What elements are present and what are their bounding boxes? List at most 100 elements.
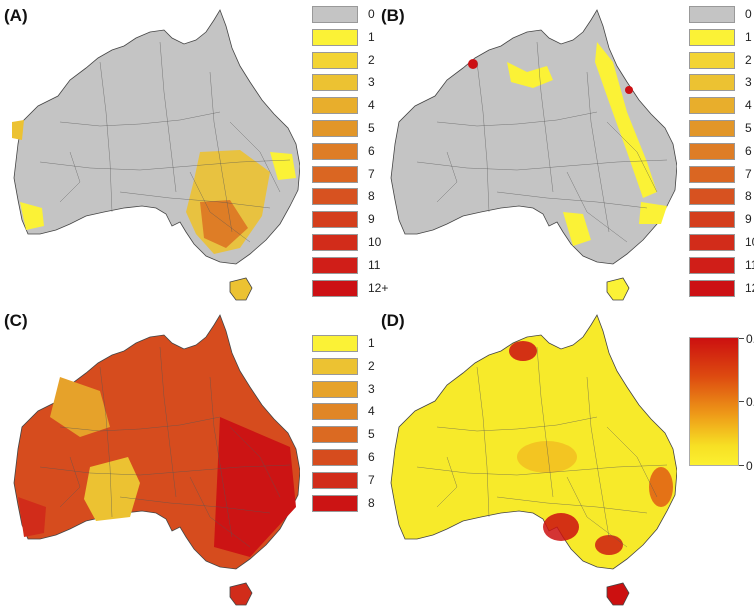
- legend-label: 2: [368, 52, 375, 67]
- region-border: [229, 426, 281, 498]
- legend-swatch: [312, 426, 358, 444]
- legend-swatch: [312, 97, 358, 115]
- legend-swatch: [312, 471, 358, 489]
- legend-label: 2: [368, 358, 375, 373]
- gradient-tick-mid: [739, 401, 744, 402]
- legend-label: 7: [368, 166, 375, 181]
- legend-swatch: [312, 165, 358, 183]
- queensland-strip: [595, 42, 657, 198]
- tasmania-shape: [606, 582, 630, 606]
- legend-swatch: [312, 234, 358, 251]
- panel-label-d: (D): [381, 311, 405, 330]
- gradient-label-top: 0.17: [746, 332, 754, 346]
- inland-warm-region: [517, 441, 577, 473]
- region-border: [436, 456, 458, 508]
- north-yellow-region: [507, 62, 553, 88]
- region-border: [59, 456, 81, 508]
- southwest-dark-region: [18, 497, 46, 537]
- legend-label: 6: [368, 450, 375, 464]
- region-border: [59, 151, 81, 203]
- panel-label-c: (C): [4, 311, 28, 330]
- legend-swatch: [312, 357, 358, 375]
- legend-label: 10: [745, 235, 754, 249]
- legend-label: 8: [368, 495, 375, 510]
- legend-label: 6: [745, 143, 752, 158]
- region-border: [99, 366, 113, 518]
- west-light-region: [50, 377, 110, 437]
- legend-label: 5: [745, 121, 752, 135]
- legend-swatch: [312, 403, 358, 421]
- region-border: [59, 111, 221, 127]
- region-border: [416, 464, 668, 476]
- region-border: [119, 496, 271, 514]
- legend-label: 1: [368, 29, 375, 44]
- legend-label: 10: [368, 235, 382, 249]
- legend-swatch: [689, 234, 735, 251]
- southeast-hotspot: [543, 513, 579, 541]
- region-border: [476, 366, 490, 518]
- region-border: [606, 121, 658, 193]
- gradient-bar: [689, 337, 739, 466]
- northwest-yellow-region: [12, 120, 24, 140]
- tasmania-shape: [229, 277, 253, 301]
- legend-label: 8: [745, 189, 752, 204]
- legend-swatch: [312, 28, 358, 46]
- victoria-hotspot: [595, 535, 623, 555]
- legend-label: 3: [368, 75, 375, 90]
- legend-swatch: [689, 279, 735, 297]
- region-border: [536, 41, 554, 193]
- legend-swatch: [312, 256, 358, 274]
- legend-label: 4: [368, 404, 375, 419]
- legend-swatch: [689, 51, 735, 69]
- panel-d: (D) 0.17 0.01 0: [377, 305, 754, 610]
- legend-label: 11: [745, 257, 754, 272]
- region-border: [39, 159, 291, 171]
- legend-label: 3: [368, 381, 375, 396]
- panel-b: (B) 0 1 2 3 4 5 6 7 8 9 10 11 12+: [377, 0, 754, 305]
- region-border: [436, 416, 598, 432]
- legend-swatch: [312, 279, 358, 297]
- legend-swatch: [312, 74, 358, 92]
- legend-label: 11: [368, 257, 381, 272]
- region-border: [159, 41, 177, 193]
- tasmania-shape: [606, 277, 630, 301]
- region-border: [496, 191, 648, 209]
- east-yellow-region: [639, 202, 667, 224]
- legend-swatch: [312, 380, 358, 398]
- legend-swatch: [689, 97, 735, 115]
- legend-swatch: [312, 6, 358, 23]
- legend-label: 1: [745, 29, 752, 44]
- east-coast-region: [270, 152, 296, 180]
- region-border: [209, 376, 233, 538]
- map-b: [390, 9, 677, 301]
- east-hotspot: [649, 467, 673, 507]
- legend-swatch: [689, 256, 735, 274]
- region-border: [436, 151, 458, 203]
- legend-label: 9: [368, 212, 375, 227]
- legend-label: 9: [745, 212, 752, 227]
- region-border: [189, 171, 251, 243]
- legend-label: 7: [368, 472, 375, 487]
- map-c: [13, 314, 300, 606]
- region-border: [566, 476, 628, 548]
- legend-label: 0: [745, 7, 752, 21]
- legend-swatch: [689, 120, 735, 137]
- legend-label: 7: [745, 166, 752, 181]
- legend-label: 0: [368, 7, 375, 21]
- region-border: [229, 121, 281, 193]
- region-border: [99, 61, 113, 213]
- legend-swatch: [312, 120, 358, 137]
- tasmania-shape: [229, 582, 253, 606]
- legend-swatch: [689, 6, 735, 23]
- north-hotspot: [509, 341, 537, 361]
- east-red-spot: [625, 86, 633, 94]
- region-border: [536, 346, 554, 498]
- legend-swatch: [312, 51, 358, 69]
- legend-swatch: [312, 494, 358, 512]
- map-d: [390, 314, 677, 606]
- legend-swatch: [312, 142, 358, 160]
- southeast-orange-region: [200, 200, 248, 248]
- legend-swatch: [689, 188, 735, 206]
- region-border: [586, 71, 610, 233]
- central-yellow-region: [84, 457, 140, 521]
